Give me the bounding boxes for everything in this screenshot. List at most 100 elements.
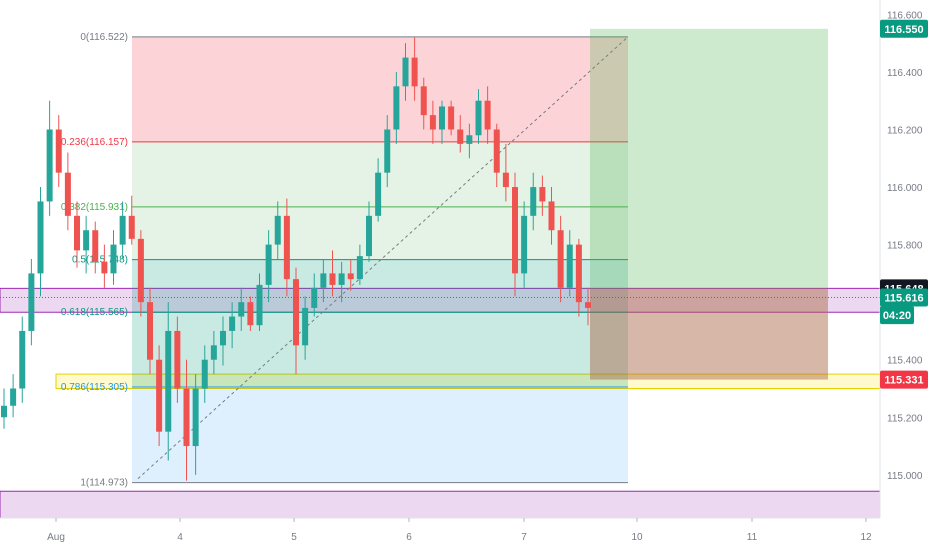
fib-trend-line xyxy=(137,36,629,479)
candle-body xyxy=(439,106,445,130)
candle-body xyxy=(347,273,354,280)
candle-body xyxy=(366,215,372,257)
candle-body xyxy=(521,215,528,274)
candle-body xyxy=(28,273,35,331)
candle-body xyxy=(274,215,281,245)
price-tag xyxy=(880,19,928,38)
time-tick-label: 4 xyxy=(177,532,183,543)
candle-body xyxy=(283,215,290,280)
time-tick-label: 10 xyxy=(631,532,643,543)
candle-body xyxy=(64,172,71,216)
candle-body xyxy=(192,388,199,447)
candle-body xyxy=(329,273,336,285)
candle-body xyxy=(575,244,582,303)
candle-body xyxy=(493,129,500,173)
candle-body xyxy=(293,279,299,346)
candle-body xyxy=(256,284,263,326)
candle-body xyxy=(302,307,309,346)
candle-body xyxy=(557,230,564,288)
position-profit-zone xyxy=(590,28,828,380)
fib-zone xyxy=(132,36,628,142)
time-tick-label: 6 xyxy=(406,532,412,543)
price-tag xyxy=(880,306,914,325)
price-axis-panel xyxy=(880,0,932,518)
candle-body xyxy=(320,273,327,288)
price-tick-label: 116.000 xyxy=(887,183,923,194)
purple-zone-band xyxy=(0,490,881,519)
price-tag xyxy=(880,370,928,389)
candle-body xyxy=(1,405,7,418)
candle-body xyxy=(475,100,482,136)
price-tick-label: 115.000 xyxy=(887,471,923,482)
candle-body xyxy=(201,359,208,389)
candle-body xyxy=(420,86,427,116)
price-tag xyxy=(880,288,928,307)
candle-body xyxy=(466,135,473,144)
candle-body xyxy=(393,86,400,130)
candle-body xyxy=(220,330,226,346)
candle-body xyxy=(165,330,172,432)
fib-level-label: 0.618(115.565) xyxy=(61,307,128,318)
candle-body xyxy=(19,330,26,389)
candle-body xyxy=(46,129,53,202)
fib-level-label: 1(114.973) xyxy=(80,478,128,489)
price-tick-label: 116.600 xyxy=(887,10,923,21)
fib-level-label: 0.786(115.305) xyxy=(61,382,128,393)
time-tick-label: 5 xyxy=(291,532,297,543)
candle-body xyxy=(484,100,491,130)
candle-body xyxy=(92,230,99,262)
candle-body xyxy=(585,302,591,308)
candle-body xyxy=(402,57,409,87)
candle-body xyxy=(311,287,318,308)
candle-body xyxy=(548,201,555,231)
time-axis-panel xyxy=(0,518,932,550)
candle-body xyxy=(37,201,44,274)
candle-body xyxy=(375,172,382,216)
candle-body xyxy=(110,244,117,274)
price-tick-label: 116.200 xyxy=(887,126,923,137)
price-tick-label: 115.800 xyxy=(887,241,923,252)
candle-body xyxy=(119,215,126,245)
price-tag-label: 116.550 xyxy=(884,24,923,36)
candle-body xyxy=(147,302,153,360)
candle-body xyxy=(539,187,546,202)
price-tick-label: 116.400 xyxy=(887,68,923,79)
candle-body xyxy=(174,330,181,389)
candle-body xyxy=(338,273,345,285)
candle-body xyxy=(238,302,245,317)
time-tick-label: 12 xyxy=(860,532,872,543)
fib-level-label: 0.5(115.748) xyxy=(72,255,128,266)
candle-body xyxy=(429,115,436,130)
time-tick-label: 11 xyxy=(747,532,758,543)
candle-body xyxy=(356,256,363,280)
candle-body xyxy=(265,244,272,285)
candle-body xyxy=(448,106,455,130)
candle-body xyxy=(512,187,518,274)
candle-body xyxy=(502,172,509,188)
price-tick-label: 115.400 xyxy=(887,356,923,367)
candle-body xyxy=(74,215,80,251)
price-tag-label: 04:20 xyxy=(883,310,911,322)
candle-body xyxy=(156,359,163,432)
candle-body xyxy=(229,316,236,331)
candle-body xyxy=(210,345,217,360)
fib-zone xyxy=(132,387,628,483)
candle-body xyxy=(411,57,418,87)
candle-body xyxy=(384,129,391,173)
candle-body xyxy=(101,261,108,274)
fib-zone xyxy=(132,259,628,313)
candle-body xyxy=(10,388,17,406)
candle-body xyxy=(183,388,190,447)
time-tick-label: Aug xyxy=(47,532,65,543)
price-tag-label: 115.616 xyxy=(884,293,923,305)
fib-level-label: 0.236(116.157) xyxy=(61,137,128,148)
candle-body xyxy=(457,129,464,144)
candle-body xyxy=(128,215,135,239)
position-loss-zone xyxy=(590,288,828,380)
candle-body xyxy=(83,230,90,251)
price-tick-label: 115.200 xyxy=(887,413,923,424)
candle-body xyxy=(247,302,254,326)
